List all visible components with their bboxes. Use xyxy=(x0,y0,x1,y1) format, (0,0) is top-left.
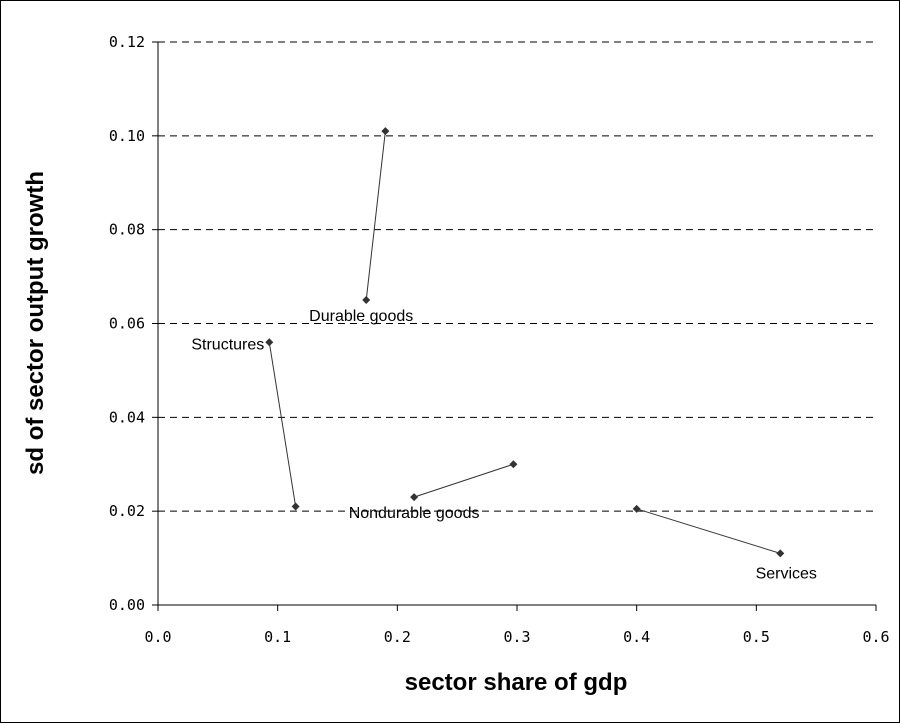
series-group: Services xyxy=(632,504,817,582)
series-label: Nondurable goods xyxy=(349,505,480,522)
y-tick-label: 0.12 xyxy=(109,33,145,51)
series-label: Structures xyxy=(191,336,264,353)
data-point xyxy=(632,504,641,513)
x-axis-title: sector share of gdp xyxy=(405,669,628,696)
x-tick-label: 0.0 xyxy=(144,628,171,646)
y-tick-label: 0.08 xyxy=(109,221,145,239)
series-line xyxy=(636,508,781,554)
data-point xyxy=(265,338,274,347)
series-group: Durable goods xyxy=(309,127,413,325)
x-tick-label: 0.6 xyxy=(862,628,889,646)
y-tick-label: 0.04 xyxy=(109,408,145,426)
series-group: Structures xyxy=(191,336,300,511)
series-group: Nondurable goods xyxy=(349,460,518,522)
data-point xyxy=(291,502,300,511)
data-point xyxy=(381,127,390,136)
y-tick-label: 0.00 xyxy=(109,596,145,614)
series-line xyxy=(268,342,297,507)
series-line xyxy=(413,463,514,498)
y-tick-label: 0.02 xyxy=(109,502,145,520)
series-label: Durable goods xyxy=(309,308,413,325)
data-point xyxy=(776,549,785,558)
y-tick-label: 0.10 xyxy=(109,127,145,145)
axes: 0.00 0.02 0.04 0.06 0.08 0.10 0.12 0.0 0.1 0.2 0.3… xyxy=(109,33,890,646)
data-point xyxy=(410,493,419,502)
series-line xyxy=(365,131,386,301)
data-point xyxy=(509,460,518,469)
x-tick-label: 0.4 xyxy=(623,628,650,646)
series: Durable goods Structures Nondurable goods S… xyxy=(191,127,817,582)
x-tick-label: 0.5 xyxy=(743,628,770,646)
y-axis-title: sd of sector output growth xyxy=(22,171,49,475)
data-point xyxy=(362,296,371,305)
series-label: Services xyxy=(756,565,817,582)
x-tick-label: 0.1 xyxy=(264,628,291,646)
x-tick-label: 0.2 xyxy=(384,628,411,646)
gridlines xyxy=(158,41,876,512)
y-tick-label: 0.06 xyxy=(109,315,145,333)
x-tick-label: 0.3 xyxy=(503,628,530,646)
